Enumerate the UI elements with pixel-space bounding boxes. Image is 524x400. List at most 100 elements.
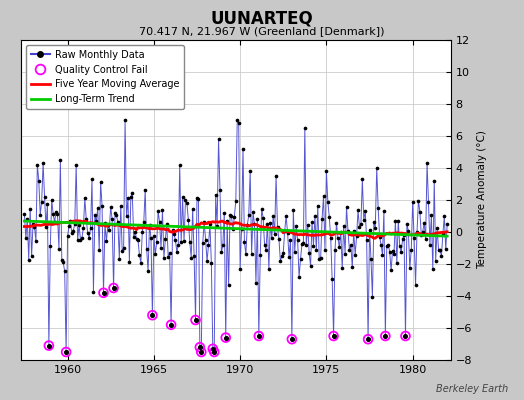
Point xyxy=(197,349,205,355)
Point xyxy=(58,257,66,263)
Point xyxy=(252,280,260,286)
Point xyxy=(430,178,439,184)
Point xyxy=(298,241,306,247)
Point xyxy=(147,234,155,241)
Point xyxy=(49,211,57,218)
Point xyxy=(222,334,230,341)
Point xyxy=(134,237,142,243)
Point xyxy=(308,219,316,225)
Point xyxy=(357,221,365,228)
Point xyxy=(263,221,271,227)
Point xyxy=(161,236,170,243)
Point xyxy=(286,237,294,243)
Point xyxy=(95,247,103,253)
Point xyxy=(374,205,383,211)
Point xyxy=(167,322,176,328)
Point xyxy=(100,290,108,296)
Point xyxy=(54,246,63,252)
Point xyxy=(118,248,126,254)
Point xyxy=(106,204,115,210)
Point xyxy=(334,234,342,241)
Point xyxy=(442,246,450,252)
Point xyxy=(164,254,172,260)
Point xyxy=(316,255,325,261)
Point xyxy=(217,249,226,255)
Point xyxy=(315,256,323,262)
Point xyxy=(199,240,207,246)
Point xyxy=(35,178,43,184)
Point xyxy=(232,198,240,204)
Point xyxy=(239,146,247,152)
Point xyxy=(151,251,159,257)
Point xyxy=(122,213,130,220)
Point xyxy=(305,249,313,256)
Point xyxy=(387,267,395,274)
Point xyxy=(195,344,204,350)
Point xyxy=(240,239,248,246)
Point xyxy=(364,336,372,342)
Point xyxy=(108,216,116,222)
Point xyxy=(437,253,445,259)
Point xyxy=(59,259,68,266)
Point xyxy=(328,276,336,282)
Point xyxy=(311,213,319,220)
Point xyxy=(69,228,78,234)
Point xyxy=(154,208,162,214)
Point xyxy=(91,212,99,218)
Point xyxy=(33,162,41,168)
Point xyxy=(141,186,149,193)
Point xyxy=(77,236,85,243)
Point xyxy=(187,254,195,261)
Point xyxy=(291,248,299,255)
Point xyxy=(283,229,292,236)
Point xyxy=(268,234,276,241)
Point xyxy=(255,333,263,339)
Point xyxy=(152,239,161,246)
Point xyxy=(110,285,118,291)
Point xyxy=(421,236,430,243)
Point xyxy=(156,219,164,226)
Point xyxy=(115,256,124,262)
Point xyxy=(326,234,335,241)
Point xyxy=(45,342,53,349)
Point xyxy=(66,218,74,224)
Point xyxy=(270,231,279,237)
Point xyxy=(190,253,198,259)
Point xyxy=(400,232,408,238)
Text: UUNARTEQ: UUNARTEQ xyxy=(211,10,313,28)
Point xyxy=(406,265,414,271)
Point xyxy=(144,268,152,274)
Point xyxy=(397,249,406,256)
Point xyxy=(439,230,447,237)
Point xyxy=(431,257,440,264)
Point xyxy=(359,217,368,223)
Point xyxy=(332,220,341,226)
Point xyxy=(114,219,122,225)
Point xyxy=(168,227,177,233)
Point xyxy=(181,197,190,204)
Point xyxy=(236,266,244,272)
Point xyxy=(185,239,194,246)
Point xyxy=(191,317,200,323)
Point xyxy=(246,168,254,174)
Point xyxy=(111,210,119,216)
Point xyxy=(46,243,54,249)
Point xyxy=(388,247,397,254)
Point xyxy=(203,258,211,264)
Point xyxy=(88,176,96,183)
Point xyxy=(257,206,266,212)
Point xyxy=(148,312,157,318)
Point xyxy=(85,235,93,241)
Point xyxy=(364,336,372,342)
Point xyxy=(207,260,215,266)
Point xyxy=(233,117,242,123)
Point xyxy=(65,223,73,229)
Point xyxy=(68,230,76,237)
Point xyxy=(253,216,261,222)
Point xyxy=(307,263,315,269)
Text: Berkeley Earth: Berkeley Earth xyxy=(436,384,508,394)
Point xyxy=(335,244,344,250)
Point xyxy=(318,215,326,222)
Point xyxy=(392,260,401,266)
Point xyxy=(191,317,200,323)
